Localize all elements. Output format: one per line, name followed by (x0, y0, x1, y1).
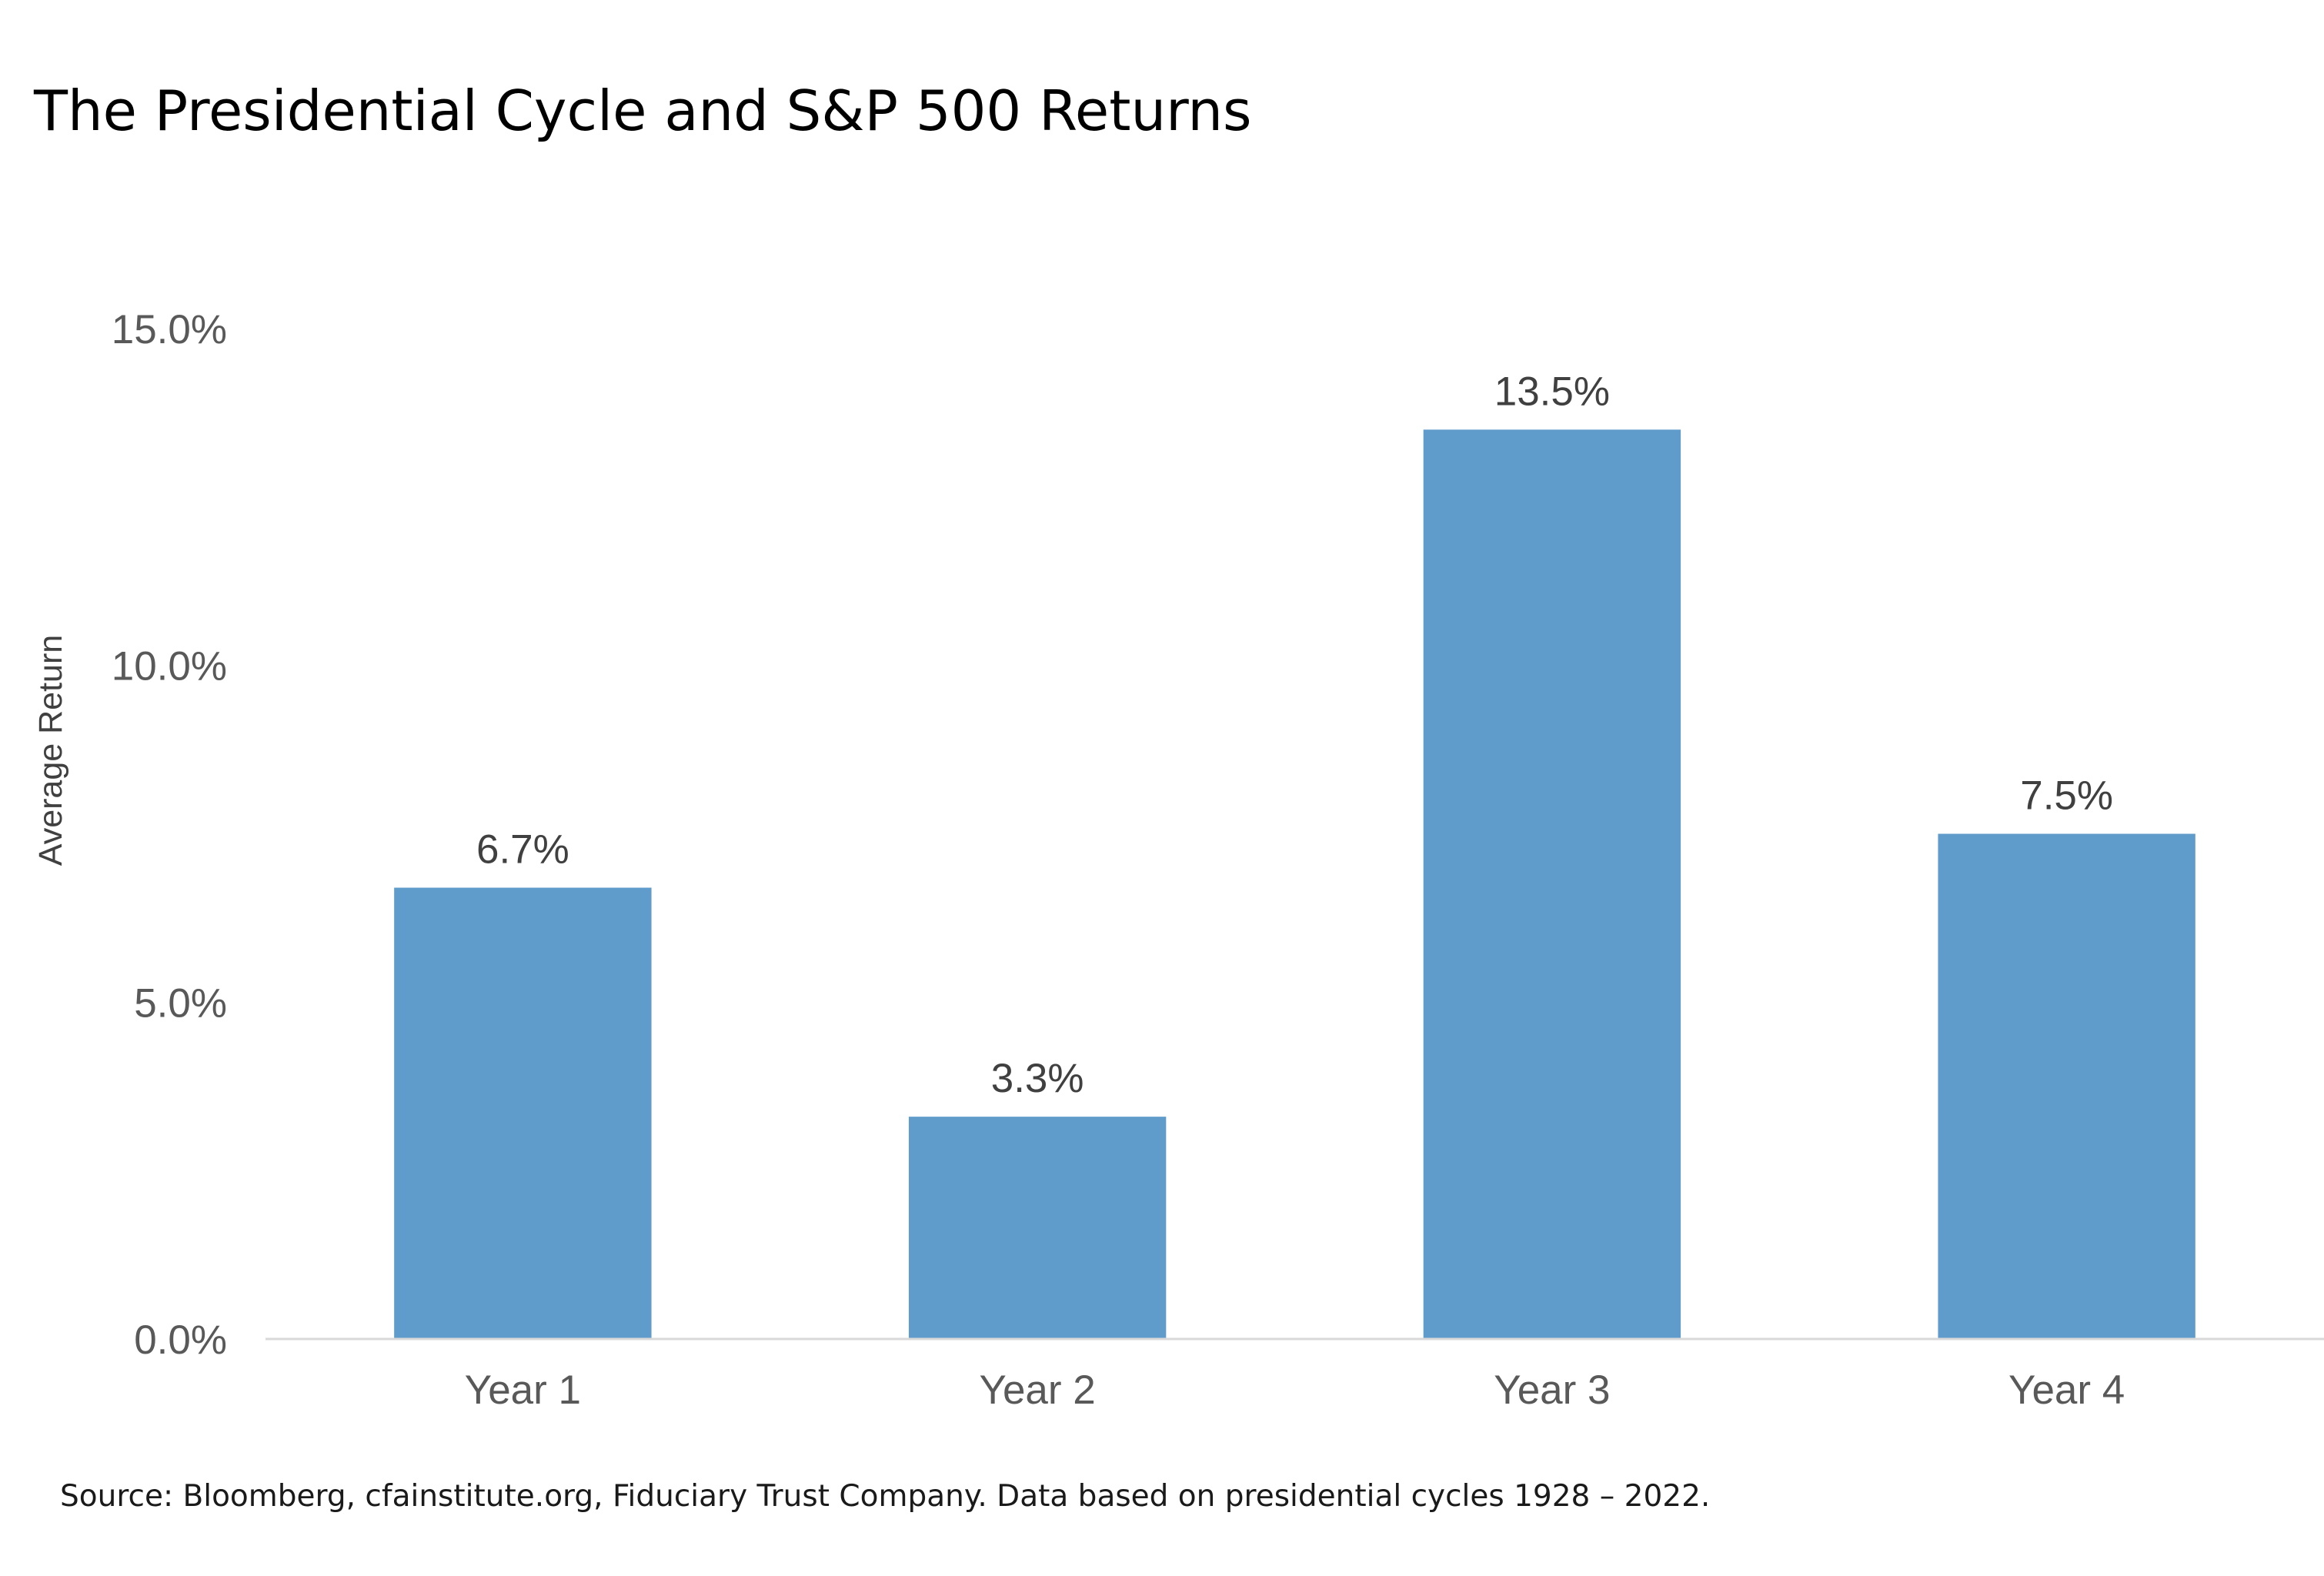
data-labels: 6.7% 3.3% 13.5% 7.5% (476, 369, 2113, 1101)
y-tick-label: 5.0% (134, 980, 227, 1026)
y-tick-label: 15.0% (112, 307, 227, 352)
y-axis-ticks: 0.0% 5.0% 10.0% 15.0% (112, 307, 227, 1363)
x-axis-labels: Year 1 Year 2 Year 3 Year 4 (465, 1367, 2125, 1413)
bar (908, 1117, 1167, 1339)
data-label: 7.5% (2020, 773, 2113, 819)
y-tick-label: 0.0% (134, 1317, 227, 1363)
bar (394, 887, 652, 1339)
y-axis-title: Average Return (32, 635, 69, 866)
y-axis-title-group: Average Return (32, 635, 69, 866)
x-tick-label: Year 4 (2008, 1367, 2125, 1413)
bar (1938, 833, 2195, 1339)
data-label: 13.5% (1494, 369, 1610, 414)
bars (394, 429, 2195, 1339)
x-tick-label: Year 1 (465, 1367, 581, 1413)
data-label: 6.7% (476, 827, 569, 873)
bar (1423, 429, 1681, 1339)
x-tick-label: Year 3 (1494, 1367, 1610, 1413)
x-tick-label: Year 2 (979, 1367, 1095, 1413)
chart-title: The Presidential Cycle and S&P 500 Retur… (34, 78, 1252, 143)
source-note: Source: Bloomberg, cfainstitute.org, Fid… (60, 1479, 1711, 1514)
data-label: 3.3% (991, 1056, 1084, 1101)
y-tick-label: 10.0% (112, 644, 227, 690)
